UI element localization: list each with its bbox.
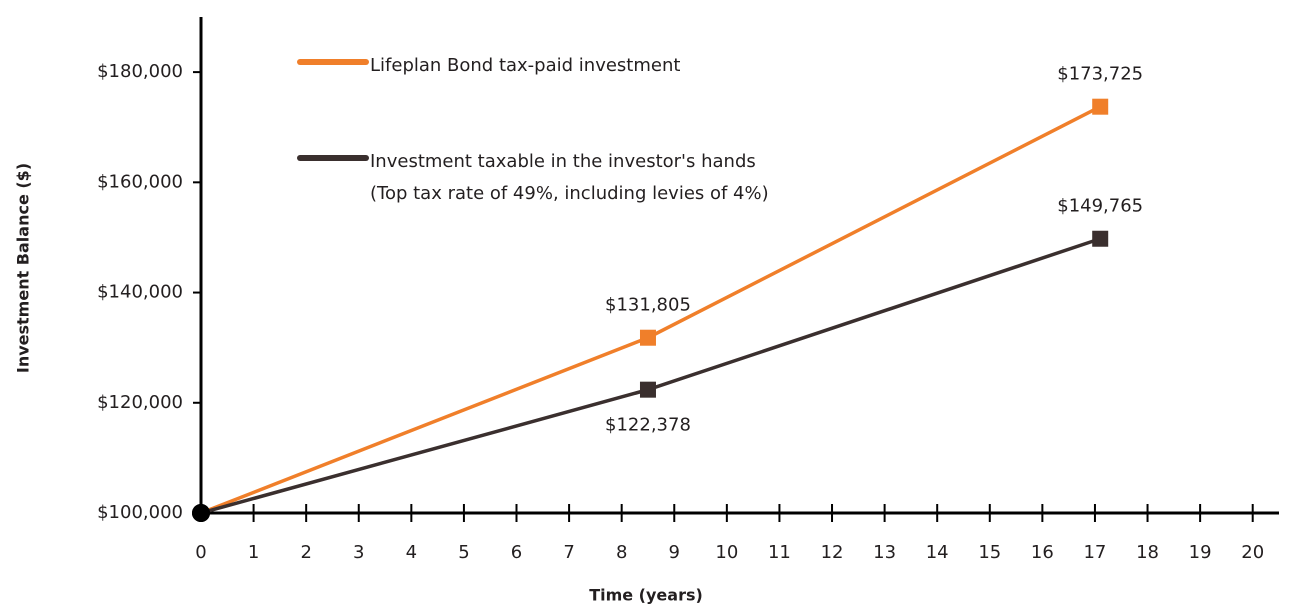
point-marker <box>1092 230 1109 247</box>
point-marker <box>639 381 656 398</box>
legend-label: Lifeplan Bond tax-paid investment <box>370 55 680 76</box>
x-tick-label: 8 <box>616 542 627 563</box>
x-tick-label: 12 <box>821 542 844 563</box>
x-tick-label: 18 <box>1136 542 1159 563</box>
data-label: $173,725 <box>1057 64 1143 85</box>
start-point <box>192 504 210 522</box>
series-line <box>200 237 1101 515</box>
x-tick-label: 11 <box>768 542 791 563</box>
x-tick-label: 9 <box>669 542 680 563</box>
x-tick-label: 5 <box>458 542 469 563</box>
legend-label: Investment taxable in the investor's han… <box>370 151 756 172</box>
x-axis-title: Time (years) <box>589 586 703 605</box>
data-label: $149,765 <box>1057 196 1143 217</box>
x-tick-label: 2 <box>300 542 311 563</box>
x-tick-label: 19 <box>1189 542 1212 563</box>
data-label: $131,805 <box>605 295 691 316</box>
x-tick-label: 3 <box>353 542 364 563</box>
point-marker <box>1092 98 1109 115</box>
x-tick-label: 20 <box>1241 542 1264 563</box>
y-tick-label: $160,000 <box>97 171 183 192</box>
x-tick-label: 17 <box>1083 542 1106 563</box>
x-tick-label: 14 <box>926 542 949 563</box>
y-tick-label: $120,000 <box>97 392 183 413</box>
legend-detail: (Top tax rate of 49%, including levies o… <box>370 183 769 204</box>
point-marker <box>639 329 656 346</box>
y-tick-label: $140,000 <box>97 282 183 303</box>
x-tick-label: 7 <box>563 542 574 563</box>
y-axis-title: Investment Balance ($) <box>14 163 33 373</box>
x-tick-label: 0 <box>195 542 206 563</box>
x-tick-label: 10 <box>715 542 738 563</box>
x-tick-label: 1 <box>248 542 259 563</box>
y-tick-label: $100,000 <box>97 502 183 523</box>
x-tick-label: 16 <box>1031 542 1054 563</box>
data-label: $122,378 <box>605 415 691 436</box>
x-tick-label: 15 <box>978 542 1001 563</box>
y-tick-label: $180,000 <box>97 61 183 82</box>
x-tick-label: 13 <box>873 542 896 563</box>
x-tick-label: 6 <box>511 542 522 563</box>
x-tick-label: 4 <box>406 542 417 563</box>
